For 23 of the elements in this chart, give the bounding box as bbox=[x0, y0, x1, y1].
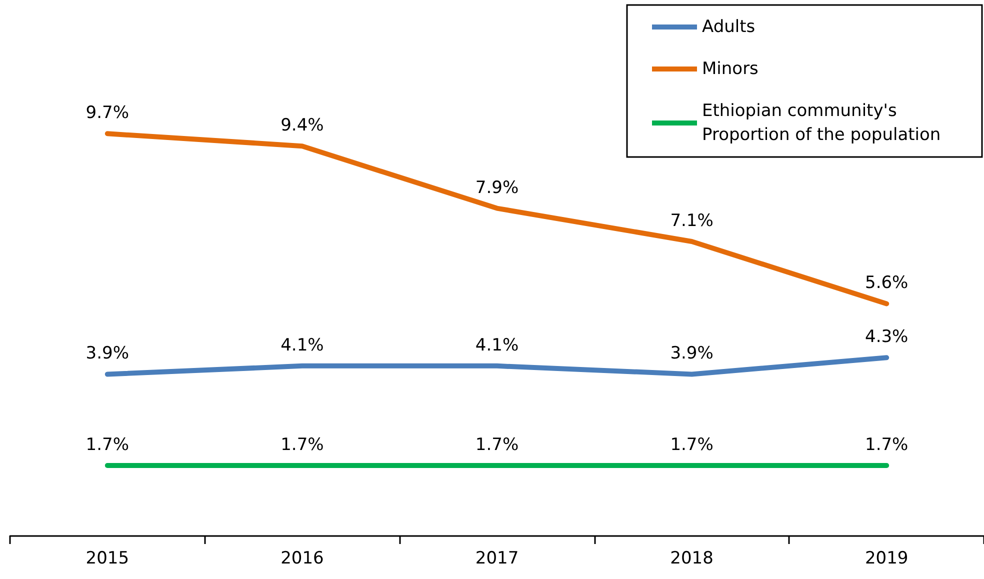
data-label: 7.1% bbox=[670, 210, 714, 231]
x-tick-label: 2015 bbox=[86, 548, 130, 568]
data-label: 4.1% bbox=[475, 335, 519, 356]
x-tick-label: 2019 bbox=[864, 548, 908, 568]
legend-label: Adults bbox=[702, 17, 756, 37]
data-label: 1.7% bbox=[280, 434, 324, 455]
data-label: 4.3% bbox=[865, 327, 908, 348]
data-label: 1.7% bbox=[475, 434, 519, 455]
data-label: 3.9% bbox=[86, 344, 129, 364]
data-label: 3.9% bbox=[670, 344, 714, 364]
x-tick-label: 2017 bbox=[475, 548, 519, 568]
data-label: 1.7% bbox=[86, 434, 129, 455]
x-tick-label: 2016 bbox=[280, 548, 324, 568]
data-label: 7.9% bbox=[475, 178, 519, 198]
data-label: 4.1% bbox=[280, 335, 324, 356]
legend-label: Minors bbox=[702, 59, 759, 79]
data-label: 1.7% bbox=[670, 434, 714, 455]
x-tick-label: 2018 bbox=[670, 548, 714, 568]
data-label: 1.7% bbox=[865, 434, 908, 455]
legend-label: Ethiopian community's Proportion of the population bbox=[702, 101, 941, 145]
data-label: 9.7% bbox=[86, 103, 129, 124]
data-label: 9.4% bbox=[280, 116, 324, 136]
data-label: 5.6% bbox=[865, 273, 908, 294]
